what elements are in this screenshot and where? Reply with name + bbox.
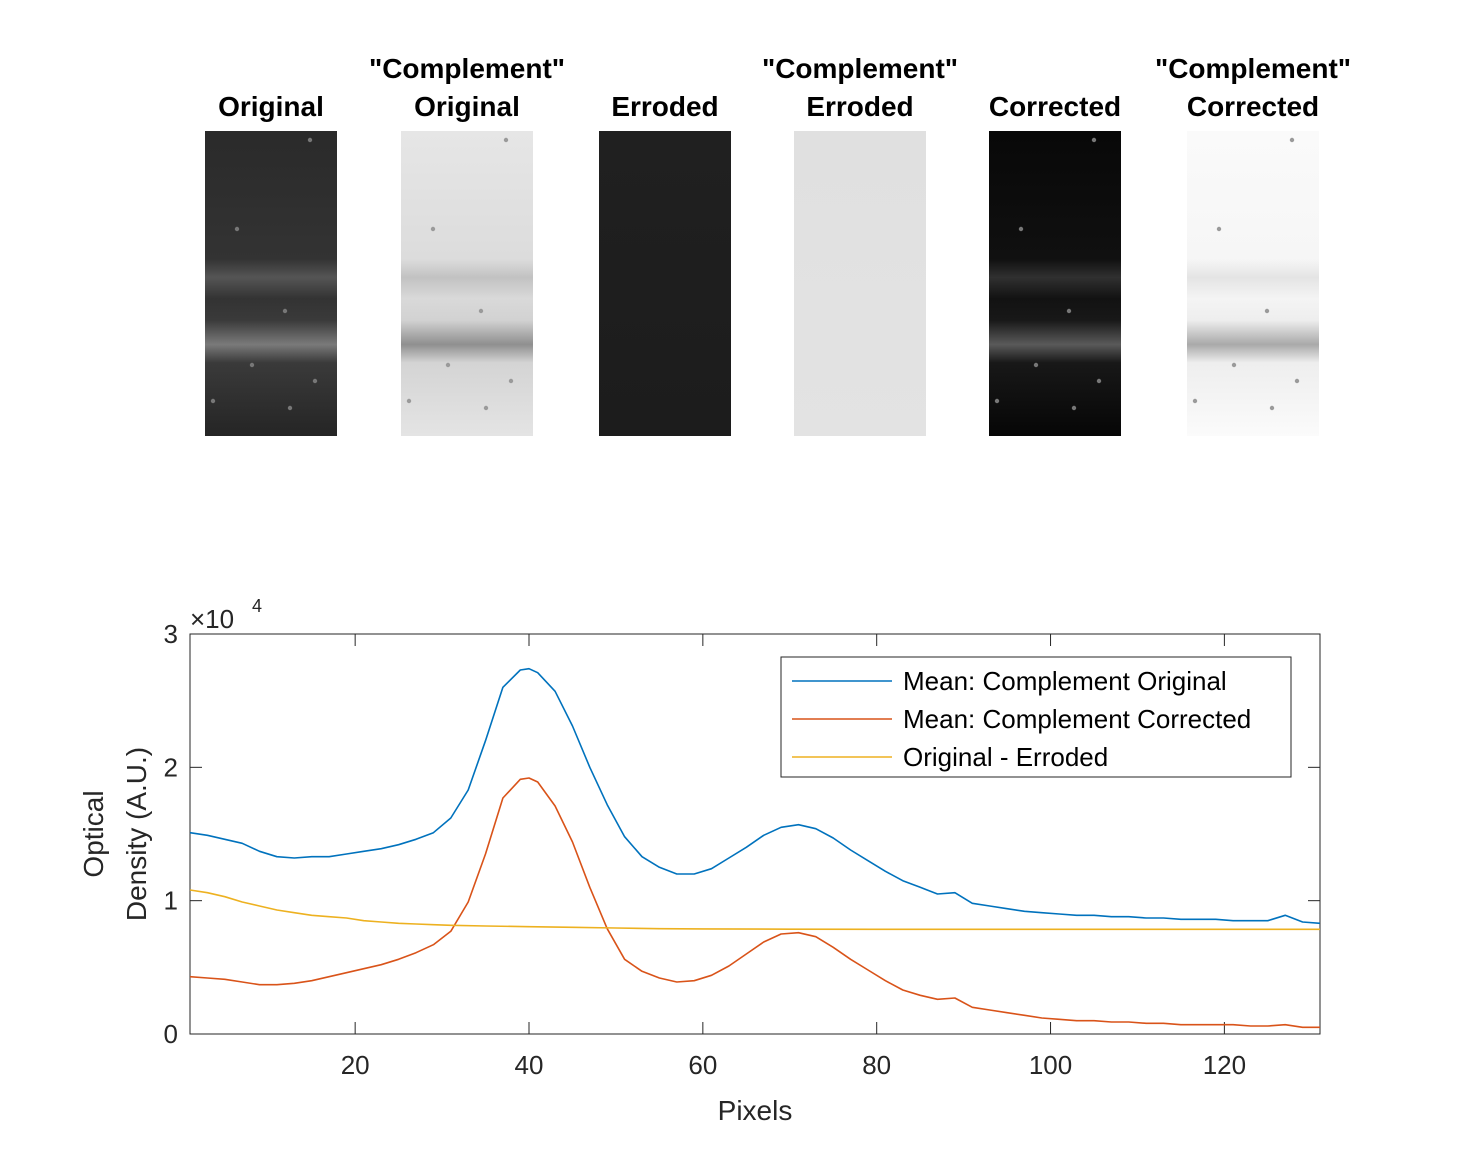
speckle-dot [1071, 405, 1077, 411]
speckle-dot [1096, 378, 1102, 384]
y-tick-label: 1 [164, 886, 178, 916]
panel-title-line1: "Complement" [761, 53, 959, 84]
panel-title-line2: Erroded [611, 91, 719, 122]
speckle-dot [1264, 308, 1270, 314]
speckle-dot [430, 226, 436, 232]
speckle-dot [1294, 378, 1300, 384]
speckle-dot [1192, 398, 1198, 404]
panel-title-line1: "Complement" [368, 53, 566, 84]
panel-title: Original [141, 50, 401, 126]
series-line [189, 667, 1321, 925]
x-axis-label: Pixels [718, 1095, 793, 1126]
speckle-dot [210, 398, 216, 404]
image-strip [794, 131, 926, 436]
x-tick-label: 120 [1203, 1050, 1246, 1080]
speckle-dot [406, 398, 412, 404]
speckle-dot [287, 405, 293, 411]
speckle-dot [1216, 226, 1222, 232]
y-tick-label: 3 [164, 619, 178, 649]
x-tick-label: 80 [862, 1050, 891, 1080]
image-strip [1187, 131, 1319, 436]
panel-title: Erroded [535, 50, 795, 126]
panel-title: Corrected [925, 50, 1185, 126]
speckle-dot [478, 308, 484, 314]
image-strip [989, 131, 1121, 436]
panel-title-line1: "Complement" [1154, 53, 1352, 84]
series-line [189, 777, 1320, 1029]
speckle-dot [994, 398, 1000, 404]
y-exponent-power: 4 [252, 596, 262, 616]
image-strip [599, 131, 731, 436]
speckle-dot [1289, 137, 1295, 143]
speckle-dot [503, 137, 509, 143]
panel-title: "Complement" Erroded [730, 50, 990, 126]
y-tick-label: 2 [164, 752, 178, 782]
panel-title-line2: Corrected [1186, 91, 1320, 122]
x-tick-label: 60 [688, 1050, 717, 1080]
image-strip [205, 131, 337, 436]
speckle-dot [1033, 362, 1039, 368]
x-tick-label: 40 [515, 1050, 544, 1080]
y-tick-label: 0 [164, 1019, 178, 1049]
y-exponent-label: ×10 [190, 604, 234, 634]
y-axis-label-line2: Density (A.U.) [121, 747, 152, 921]
image-strip [401, 131, 533, 436]
legend-label: Original - Erroded [903, 742, 1108, 772]
speckle-dot [1269, 405, 1275, 411]
speckle-dot [1066, 308, 1072, 314]
panel-title-line2: Original [218, 91, 324, 122]
legend-label: Mean: Complement Corrected [903, 704, 1251, 734]
x-tick-label: 100 [1029, 1050, 1072, 1080]
speckle-dot [249, 362, 255, 368]
legend-label: Mean: Complement Original [903, 666, 1227, 696]
x-tick-label: 20 [341, 1050, 370, 1080]
speckle-dot [234, 226, 240, 232]
panel-title-line2: Corrected [988, 91, 1122, 122]
speckle-dot [1018, 226, 1024, 232]
speckle-dot [483, 405, 489, 411]
series-line [189, 889, 1320, 931]
speckle-dot [282, 308, 288, 314]
panel-title: "Complement" Original [337, 50, 597, 126]
panel-title-line2: Original [414, 91, 520, 122]
panel-title-line2: Erroded [806, 91, 914, 122]
panel-title: "Complement" Corrected [1123, 50, 1383, 126]
legend: Mean: Complement Original Mean: Complemen… [780, 656, 1292, 778]
speckle-dot [1231, 362, 1237, 368]
speckle-dot [307, 137, 313, 143]
speckle-dot [312, 378, 318, 384]
speckle-dot [508, 378, 514, 384]
speckle-dot [1091, 137, 1097, 143]
y-axis-label-line1: Optical [78, 790, 109, 877]
speckle-dot [445, 362, 451, 368]
